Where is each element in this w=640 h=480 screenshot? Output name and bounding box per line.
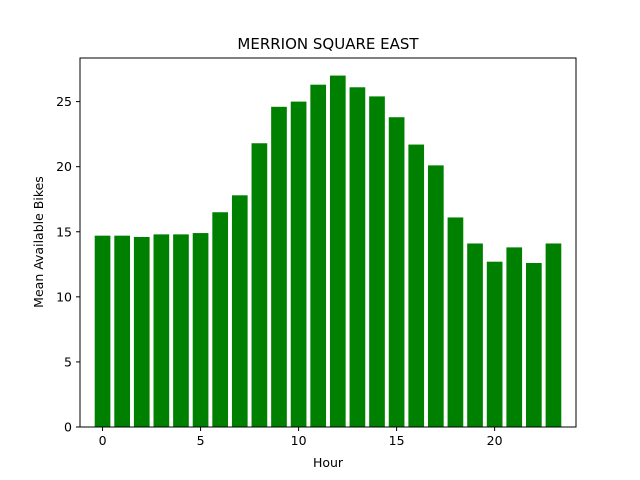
x-axis-ticks: 0 5 10 15 20 xyxy=(99,427,503,448)
bar-hour-1 xyxy=(114,235,130,427)
bar-hour-4 xyxy=(173,234,189,427)
bar-hour-19 xyxy=(467,243,483,427)
bar-hour-3 xyxy=(153,234,170,427)
bar-hour-18 xyxy=(447,217,464,427)
y-tick-label: 20 xyxy=(56,159,72,174)
bar-hour-12 xyxy=(329,75,346,428)
bar-hour-20 xyxy=(486,261,503,427)
x-tick-label: 0 xyxy=(99,433,107,448)
bar-hour-9 xyxy=(271,106,287,428)
y-tick-label: 5 xyxy=(64,354,72,369)
y-tick-label: 25 xyxy=(56,94,72,109)
bar-hour-5 xyxy=(192,233,209,427)
y-axis-title: Mean Available Bikes xyxy=(31,176,46,308)
bar-hour-8 xyxy=(251,143,268,427)
bar-hour-0 xyxy=(94,235,111,427)
chart-title: MERRION SQUARE EAST xyxy=(237,35,419,53)
bar-hour-22 xyxy=(526,263,542,427)
bar-hour-23 xyxy=(545,243,562,427)
bar-hour-10 xyxy=(290,101,307,427)
bar-hour-13 xyxy=(349,87,366,428)
bar-hour-21 xyxy=(506,247,523,427)
bars-group xyxy=(94,75,562,428)
bar-hour-15 xyxy=(388,117,405,427)
y-tick-label: 0 xyxy=(64,420,72,435)
x-tick-label: 15 xyxy=(389,433,405,448)
bar-hour-16 xyxy=(408,144,425,428)
x-axis-title: Hour xyxy=(313,455,344,470)
y-axis-ticks: 0 5 10 15 20 25 xyxy=(56,94,80,435)
x-tick-label: 10 xyxy=(291,433,307,448)
x-tick-label: 20 xyxy=(487,433,503,448)
y-tick-label: 10 xyxy=(56,289,72,304)
bar-hour-2 xyxy=(133,236,150,427)
bar-hour-11 xyxy=(310,84,327,427)
bar-hour-14 xyxy=(369,96,385,428)
plot-frame xyxy=(79,57,577,428)
bar-hour-6 xyxy=(212,212,229,427)
y-tick-label: 15 xyxy=(56,224,72,239)
bar-hour-17 xyxy=(427,165,444,427)
x-tick-label: 5 xyxy=(197,433,205,448)
bar-hour-7 xyxy=(231,195,248,427)
